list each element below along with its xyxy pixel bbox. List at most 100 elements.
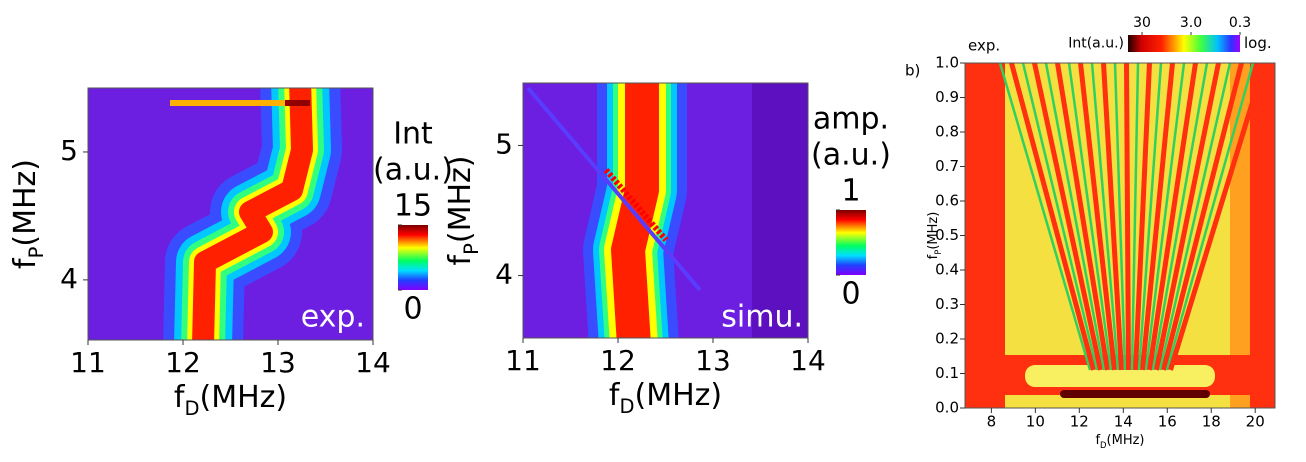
colorbar-tick-label: 15 [394, 189, 432, 224]
annotation: exp. [968, 37, 1000, 55]
x-axis-label-sub: D [184, 397, 199, 420]
plot-frame [522, 82, 809, 339]
plot-frame [87, 87, 374, 341]
heatmap-feature [998, 63, 1092, 371]
colorbar-tick-label: 1 [841, 174, 860, 209]
x-tick-label: 10 [1026, 413, 1045, 431]
colorbar [1128, 35, 1240, 52]
x-axis-label-main: f [174, 380, 186, 415]
y-tick-label: 0.4 [935, 261, 959, 279]
colorbar-scale-label: log. [1244, 34, 1272, 52]
heatmap-feature [1090, 63, 1120, 371]
heatmap-feature [1067, 63, 1113, 371]
y-tick-label: 0.2 [935, 330, 959, 348]
heatmap-feature [611, 83, 659, 338]
annotation: simu. [721, 300, 803, 335]
heatmap-feature [1161, 63, 1244, 371]
x-axis-label: fD(MHz) [609, 378, 722, 419]
y-tick-label: 0.3 [935, 295, 959, 313]
heatmap-feature [1021, 63, 1099, 371]
colorbar-title: Int(a.u.) [1068, 36, 1124, 52]
x-tick-label: 16 [1158, 413, 1177, 431]
heatmap-feature [192, 88, 313, 340]
heatmap-feature [1009, 63, 1096, 371]
heatmap [88, 88, 373, 340]
x-axis-label-unit: (MHz) [1107, 433, 1145, 448]
colorbar-title: Int [393, 117, 433, 152]
heatmap-feature [1078, 63, 1117, 371]
y-axis-label-main: f [8, 257, 43, 269]
heatmap-feature [1140, 63, 1175, 371]
y-tick-label: 0.5 [935, 226, 959, 244]
heatmap-feature [1230, 63, 1250, 408]
heatmap-feature [1032, 63, 1103, 371]
x-axis-label-unit: (MHz) [634, 378, 722, 413]
x-axis-label-sub: D [619, 395, 634, 418]
heatmap-feature [603, 168, 669, 242]
colorbar-tick-label: 30 [1133, 15, 1151, 31]
y-axis-label-main: f [926, 254, 941, 259]
heatmap-feature [1151, 63, 1209, 371]
heatmap-feature [1144, 63, 1186, 371]
heatmap-feature [1168, 63, 1267, 371]
x-tick-label: 12 [165, 346, 201, 379]
heatmap-feature [526, 86, 702, 292]
x-axis-label-unit: (MHz) [199, 380, 287, 415]
x-axis-label-main: f [1095, 433, 1100, 448]
annotation: exp. [301, 300, 365, 335]
y-tick-label: 0.0 [935, 399, 959, 417]
y-axis-label: fP(MHz) [8, 159, 49, 269]
y-axis-label: fP(MHz) [926, 212, 943, 260]
x-tick-label: 14 [790, 344, 826, 377]
y-tick-label: 4 [60, 262, 78, 295]
y-tick-label: 5 [60, 134, 78, 167]
heatmap-feature [1124, 63, 1131, 371]
x-tick-label: 13 [260, 346, 296, 379]
y-axis-label-sub: P [460, 243, 483, 255]
y-axis-label-unit: (MHz) [926, 212, 941, 250]
y-tick-label: 5 [495, 127, 513, 160]
y-axis-label-unit: (MHz) [443, 156, 478, 244]
heatmap-feature [1055, 63, 1110, 371]
heatmap-feature [1133, 63, 1152, 371]
heatmap-feature [1130, 63, 1140, 371]
x-tick-label: 13 [695, 344, 731, 377]
colorbar-title: amp. [813, 102, 889, 137]
heatmap-feature [1137, 63, 1163, 371]
y-tick-label: 0.6 [935, 192, 959, 210]
heatmap-feature [1154, 63, 1221, 371]
x-tick-label: 20 [1246, 413, 1265, 431]
colorbar-tick-label: 0 [403, 292, 422, 327]
colorbar-title: (a.u.) [373, 153, 453, 188]
y-axis-label-sub: P [933, 250, 943, 255]
heatmap-feature [1158, 63, 1232, 371]
colorbar-title: (a.u.) [811, 138, 891, 173]
heatmap-feature [1060, 390, 1210, 398]
heatmap-feature [1250, 63, 1275, 408]
colorbar-tick-label: 3.0 [1180, 15, 1202, 31]
y-tick-label: 0.1 [935, 364, 959, 382]
panel-label: b) [905, 62, 920, 80]
heatmap-feature [170, 100, 290, 106]
y-tick-label: 0.8 [935, 123, 959, 141]
heatmap-feature [1044, 63, 1106, 371]
x-tick-label: 11 [70, 346, 106, 379]
x-tick-label: 8 [987, 413, 997, 431]
colorbar [398, 225, 428, 290]
y-axis-label-unit: (MHz) [8, 159, 43, 247]
heatmap [965, 63, 1275, 408]
heatmap-feature [1113, 63, 1127, 371]
colorbar-tick-label: 0.3 [1229, 15, 1251, 31]
x-tick-label: 12 [1070, 413, 1089, 431]
heatmap-feature [965, 63, 1005, 408]
x-tick-label: 11 [505, 344, 541, 377]
heatmap-feature [285, 100, 310, 106]
y-tick-label: 0.7 [935, 157, 959, 175]
x-axis-label-sub: D [1100, 440, 1107, 450]
heatmap [523, 83, 808, 338]
heatmap-feature [1101, 63, 1124, 371]
heatmap-background [752, 83, 808, 338]
heatmap-feature [1147, 63, 1198, 371]
x-axis-label-main: f [609, 378, 621, 413]
